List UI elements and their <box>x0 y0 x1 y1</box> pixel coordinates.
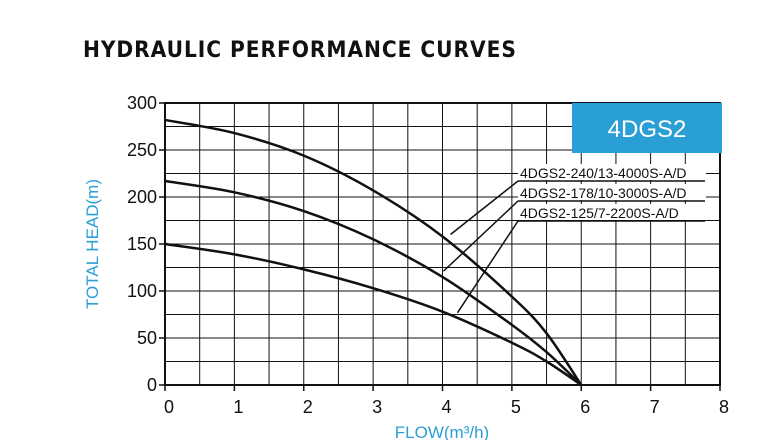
x-tick-label: 8 <box>719 397 729 417</box>
y-tick-label: 250 <box>127 140 157 160</box>
x-tick-label: 1 <box>233 397 243 417</box>
legend: 4DGS2-240/13-4000S-A/D 4DGS2-178/10-3000S… <box>443 164 706 314</box>
y-axis-label: TOTAL HEAD(m) <box>83 179 102 309</box>
y-tick-label: 50 <box>137 328 157 348</box>
legend-label: 4DGS2-125/7-2200S-A/D <box>520 205 679 221</box>
x-tick-label: 6 <box>580 397 590 417</box>
x-tick-label: 5 <box>511 397 521 417</box>
curve-line <box>164 118 583 386</box>
legend-label: 4DGS2-178/10-3000S-A/D <box>520 185 687 201</box>
x-tick-label: 7 <box>650 397 660 417</box>
curve-line <box>164 242 582 387</box>
x-tick-label: 0 <box>164 397 174 417</box>
x-tick-label: 2 <box>303 397 313 417</box>
legend-label-bg <box>518 184 706 200</box>
legend-leader-line <box>456 220 519 314</box>
x-tick-label: 3 <box>372 397 382 417</box>
curve-line <box>164 179 583 386</box>
tick-labels: 0 1 2 3 4 5 6 7 8 0 50 100 150 200 250 300 <box>127 93 729 417</box>
y-tick-label: 150 <box>127 234 157 254</box>
x-tick-label: 4 <box>441 397 451 417</box>
y-tick-label: 0 <box>147 375 157 395</box>
model-badge-label: 4DGS2 <box>608 116 687 143</box>
legend-leader-line <box>443 200 519 272</box>
legend-label-bg <box>518 204 706 220</box>
y-tick-label: 200 <box>127 187 157 207</box>
y-tick-label: 300 <box>127 93 157 113</box>
curves <box>164 118 583 387</box>
legend-leader-line <box>450 180 519 236</box>
legend-label: 4DGS2-240/13-4000S-A/D <box>520 165 687 181</box>
model-badge-box <box>572 103 722 153</box>
page-title: HYDRAULIC PERFORMANCE CURVES <box>83 38 517 63</box>
model-badge: 4DGS2 <box>572 103 722 153</box>
legend-label-bg <box>518 164 706 180</box>
y-tick-label: 100 <box>127 281 157 301</box>
x-axis-label: FLOW(m³/h) <box>395 423 489 440</box>
